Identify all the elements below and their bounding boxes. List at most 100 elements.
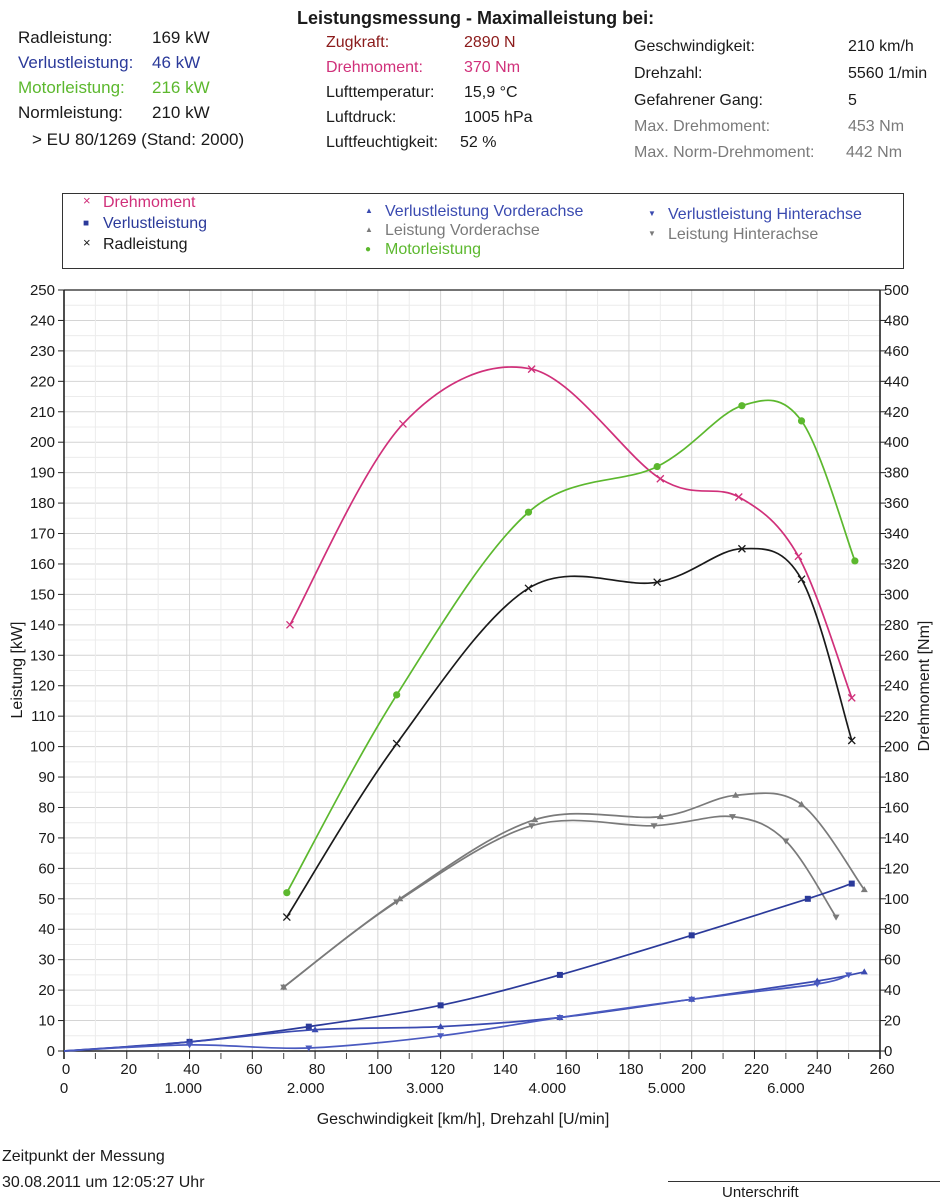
mid-value-lufttemperatur: 15,9 °C	[464, 84, 518, 101]
measurement-time-caption: Zeitpunkt der Messung	[2, 1148, 165, 1165]
data-point-marker	[186, 1042, 194, 1049]
y2-tick-label: 40	[884, 982, 901, 999]
legend-item-drehmoment: × Drehmoment	[83, 193, 196, 212]
legend-label: Leistung Vorderachse	[385, 222, 540, 239]
summary-row-radleistung: Radleistung:	[18, 28, 113, 48]
legend-label: Verlustleistung Hinterachse	[668, 206, 862, 223]
y2-tick-label: 200	[884, 739, 909, 756]
page-title: Leistungsmessung - Maximalleistung bei:	[297, 8, 655, 28]
right-value-drehzahl: 5560 1/min	[848, 65, 928, 82]
summary-value-verlustleistung: 46 kW	[152, 53, 201, 72]
circle-marker-icon: ●	[365, 244, 372, 255]
y-tick-label: 80	[38, 799, 55, 816]
y2-tick-label: 260	[884, 647, 909, 664]
series-verlustleistung-vorderachse	[63, 968, 868, 1052]
y-tick-label: 100	[30, 739, 55, 756]
y2-tick-label: 460	[884, 343, 909, 360]
series-leistung-hinterachse	[280, 814, 840, 991]
y-tick-label: 170	[30, 526, 55, 543]
y-tick-label: 110	[31, 708, 55, 725]
x-tick-label: 100	[367, 1061, 392, 1078]
series-radleistung	[282, 544, 856, 922]
data-point-marker	[847, 693, 856, 702]
x-tick-label: 60	[246, 1061, 263, 1078]
rpm-tick-label: 0	[60, 1080, 68, 1097]
summary-label: Verlustleistung:	[18, 53, 134, 72]
y-tick-label: 240	[30, 312, 55, 329]
y2-tick-label: 300	[884, 586, 909, 603]
y-tick-label: 160	[30, 556, 55, 573]
data-point-marker	[656, 813, 664, 820]
y2-tick-label: 220	[884, 708, 909, 725]
y-tick-label: 250	[30, 282, 55, 299]
x-tick-label: 20	[120, 1061, 137, 1078]
legend-label: Motorleistung	[385, 241, 482, 258]
signature-label: Unterschrift	[722, 1184, 799, 1201]
summary-label: Radleistung:	[18, 28, 113, 47]
data-point-marker	[860, 968, 868, 975]
y2-tick-label: 360	[884, 495, 909, 512]
y-tick-label: 0	[47, 1043, 55, 1060]
mid-value-drehmoment: 370 Nm	[464, 59, 521, 76]
series-motorleistung	[283, 399, 859, 897]
y-tick-label: 10	[38, 1013, 55, 1030]
data-point-marker	[737, 544, 746, 553]
y-tick-label: 140	[30, 617, 55, 634]
y2-tick-label: 0	[884, 1043, 892, 1060]
mid-value-luftdruck: 1005 hPa	[464, 109, 533, 126]
x-tick-label: 40	[183, 1061, 200, 1078]
y-tick-label: 230	[30, 343, 55, 360]
series-line	[283, 792, 865, 988]
data-point-marker	[804, 895, 811, 902]
rpm-tick-label: 2.000	[287, 1080, 325, 1097]
data-point-marker	[860, 886, 868, 893]
legend-label: Drehmoment	[103, 194, 196, 211]
data-point-marker	[305, 1045, 313, 1052]
legend-item-verlust-hinterachse: ▼ Verlustleistung Hinterachse	[648, 206, 862, 224]
y2-tick-label: 160	[884, 799, 909, 816]
legend-label: Leistung Hinterachse	[668, 226, 819, 243]
y2-tick-label: 440	[884, 373, 909, 390]
data-point-marker	[734, 493, 743, 501]
x-tick-label: 0	[62, 1061, 70, 1078]
y2-tick-label: 60	[884, 952, 901, 969]
mid-label-lufttemperatur: Lufttemperatur:	[326, 84, 435, 101]
right-value-max-norm-drehmoment: 442 Nm	[846, 144, 903, 161]
y-tick-label: 180	[30, 495, 55, 512]
data-point-marker	[283, 889, 291, 897]
data-point-marker	[797, 417, 806, 425]
x-tick-label: 160	[556, 1061, 581, 1078]
right-value-gang: 5	[848, 92, 857, 109]
y2-tick-label: 180	[884, 769, 909, 786]
summary-row-verlustleistung: Verlustleistung:	[18, 53, 133, 73]
rpm-tick-label: 6.000	[767, 1080, 805, 1097]
data-point-marker	[732, 791, 740, 798]
y-tick-label: 200	[30, 434, 55, 451]
data-point-marker	[798, 800, 806, 807]
legend-item-leistung-hinterachse: ▼ Leistung Hinterachse	[648, 226, 819, 244]
y-axis-label: Leistung [kW]	[9, 622, 26, 719]
data-point-marker	[531, 816, 539, 823]
y2-tick-label: 280	[884, 617, 909, 634]
series-drehmoment	[286, 365, 856, 702]
series-line	[63, 974, 849, 1052]
series-line	[286, 399, 856, 894]
data-point-marker	[653, 578, 662, 587]
y-tick-label: 150	[30, 586, 55, 603]
y-tick-label: 120	[30, 678, 55, 695]
summary-label: Motorleistung:	[18, 78, 125, 97]
right-label-gang: Gefahrener Gang:	[634, 92, 763, 109]
data-point-marker	[524, 584, 533, 593]
triangle-up-marker-icon: ▲	[365, 206, 373, 215]
x-axis-label: Geschwindigkeit [km/h], Drehzahl [U/min]	[317, 1111, 610, 1128]
right-label-max-norm-drehmoment: Max. Norm-Drehmoment:	[634, 144, 815, 161]
x-tick-label: 140	[493, 1061, 518, 1078]
y-tick-label: 30	[38, 952, 55, 969]
x-tick-label: 260	[869, 1061, 894, 1078]
x-tick-label: 200	[681, 1061, 706, 1078]
data-point-marker	[650, 823, 658, 830]
series-verlustleistung-hinterachse	[63, 972, 853, 1052]
y2-axis-label: Drehmoment [Nm]	[916, 621, 933, 752]
series-line	[286, 547, 853, 918]
y2-tick-label: 140	[884, 830, 909, 847]
